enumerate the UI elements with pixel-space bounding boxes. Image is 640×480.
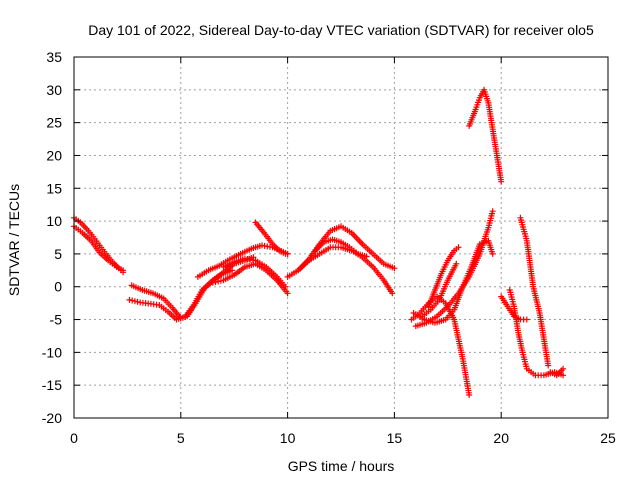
data-point [498, 178, 505, 185]
series-arc12 [408, 293, 473, 398]
series-arc16 [419, 260, 460, 320]
data-point [209, 279, 216, 286]
data-point [453, 260, 460, 267]
data-point [389, 290, 396, 297]
y-tick-label: 15 [46, 180, 62, 196]
y-tick-label: 35 [46, 49, 62, 65]
data-point [545, 362, 552, 369]
y-tick-label: 30 [46, 82, 62, 98]
series-arc9 [284, 223, 398, 280]
series-arc7 [209, 260, 291, 297]
series-arc8 [220, 255, 289, 290]
x-tick-label: 25 [600, 430, 616, 446]
data-point [391, 265, 398, 272]
data-point [363, 253, 370, 260]
series-arc1 [71, 214, 127, 276]
series-arc21 [547, 365, 567, 379]
grid-lines [74, 57, 608, 418]
series-arc20 [517, 214, 552, 369]
data-point [560, 372, 567, 379]
y-axis-title: SDTVAR / TECUs [6, 184, 22, 296]
y-tick-labels: -20 -15 -10 -5 0 5 10 15 20 25 30 35 [42, 49, 62, 426]
data-point [129, 297, 136, 304]
y-tick-label: -10 [42, 344, 62, 360]
series-arc14 [412, 208, 496, 330]
x-axis-title: GPS time / hours [288, 458, 395, 474]
series-arc17 [466, 86, 505, 185]
chart-title: Day 101 of 2022, Sidereal Day-to-day VTE… [88, 22, 594, 38]
data-point [229, 267, 236, 274]
data-point [120, 267, 127, 274]
y-tick-label: -5 [50, 312, 63, 328]
plot-frame [73, 56, 609, 419]
series-arc11 [312, 236, 370, 260]
x-tick-label: 15 [387, 430, 403, 446]
y-tick-label: 5 [54, 246, 62, 262]
x-tick-label: 5 [177, 430, 185, 446]
data-point [215, 278, 222, 285]
y-tick-label: 10 [46, 213, 62, 229]
data-point [466, 392, 473, 398]
series-arc10 [295, 244, 396, 297]
x-tick-label: 10 [280, 430, 296, 446]
data-point [282, 283, 289, 290]
data-point [455, 244, 462, 251]
x-tick-label: 0 [70, 430, 78, 446]
series-arc6 [252, 219, 291, 257]
y-tick-label: 20 [46, 147, 62, 163]
data-point [489, 208, 496, 215]
x-tick-label: 20 [493, 430, 509, 446]
data-point [284, 290, 291, 297]
data-point [489, 250, 496, 257]
y-tick-label: 0 [54, 279, 62, 295]
series-arc2 [71, 223, 127, 274]
axis-ticks [73, 56, 609, 419]
data-point [284, 250, 291, 257]
y-tick-label: 25 [46, 115, 62, 131]
x-tick-labels: 0 5 10 15 20 25 [70, 430, 616, 446]
data-point [134, 298, 141, 305]
data-point [560, 365, 567, 372]
data-marks [71, 86, 567, 398]
y-tick-label: -20 [42, 410, 62, 426]
y-tick-label: -15 [42, 377, 62, 393]
data-point [523, 316, 530, 323]
